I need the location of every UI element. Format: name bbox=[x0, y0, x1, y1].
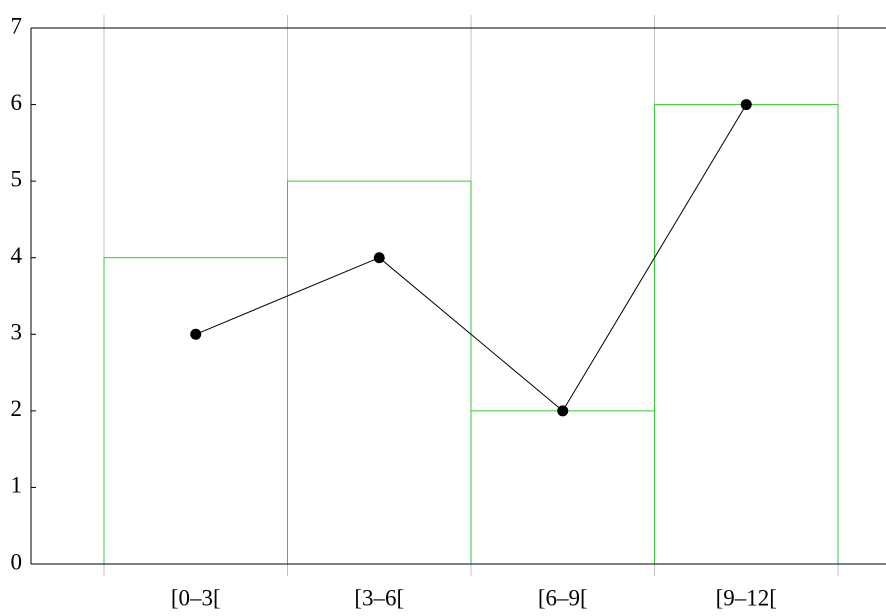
x-tick-label: [3–6[ bbox=[354, 585, 404, 610]
x-tick-label: [9–12[ bbox=[716, 585, 777, 610]
bar bbox=[287, 180, 472, 565]
y-tick-label: 1 bbox=[11, 473, 23, 498]
bar bbox=[654, 104, 839, 565]
y-tick-label: 7 bbox=[11, 13, 23, 38]
point bbox=[190, 328, 202, 340]
y-tick-label: 4 bbox=[11, 243, 23, 268]
bar bbox=[470, 410, 655, 565]
y-tick-label: 0 bbox=[11, 549, 23, 574]
bar bbox=[103, 257, 288, 565]
point bbox=[373, 252, 385, 264]
line bbox=[195, 104, 747, 412]
x-tick-label: [0–3[ bbox=[171, 585, 221, 610]
y-tick-label: 3 bbox=[11, 320, 23, 345]
x-tick-label: [6–9[ bbox=[538, 585, 588, 610]
y-tick-label: 5 bbox=[11, 166, 23, 191]
y-tick-label: 2 bbox=[11, 396, 23, 421]
point bbox=[557, 405, 569, 417]
point bbox=[740, 99, 752, 111]
y-tick-label: 6 bbox=[11, 90, 23, 115]
